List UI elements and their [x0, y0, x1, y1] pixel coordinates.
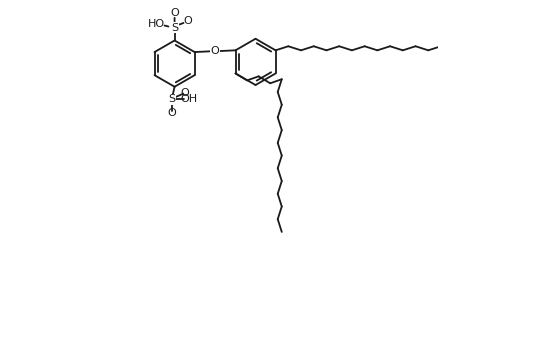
Text: S: S [171, 23, 178, 33]
Text: O: O [167, 108, 176, 118]
Text: O: O [184, 16, 192, 26]
Text: S: S [168, 94, 176, 104]
Text: HO: HO [147, 19, 165, 29]
Text: OH: OH [180, 94, 197, 104]
Text: O: O [211, 46, 219, 56]
Text: O: O [180, 88, 190, 98]
Text: O: O [170, 8, 179, 18]
